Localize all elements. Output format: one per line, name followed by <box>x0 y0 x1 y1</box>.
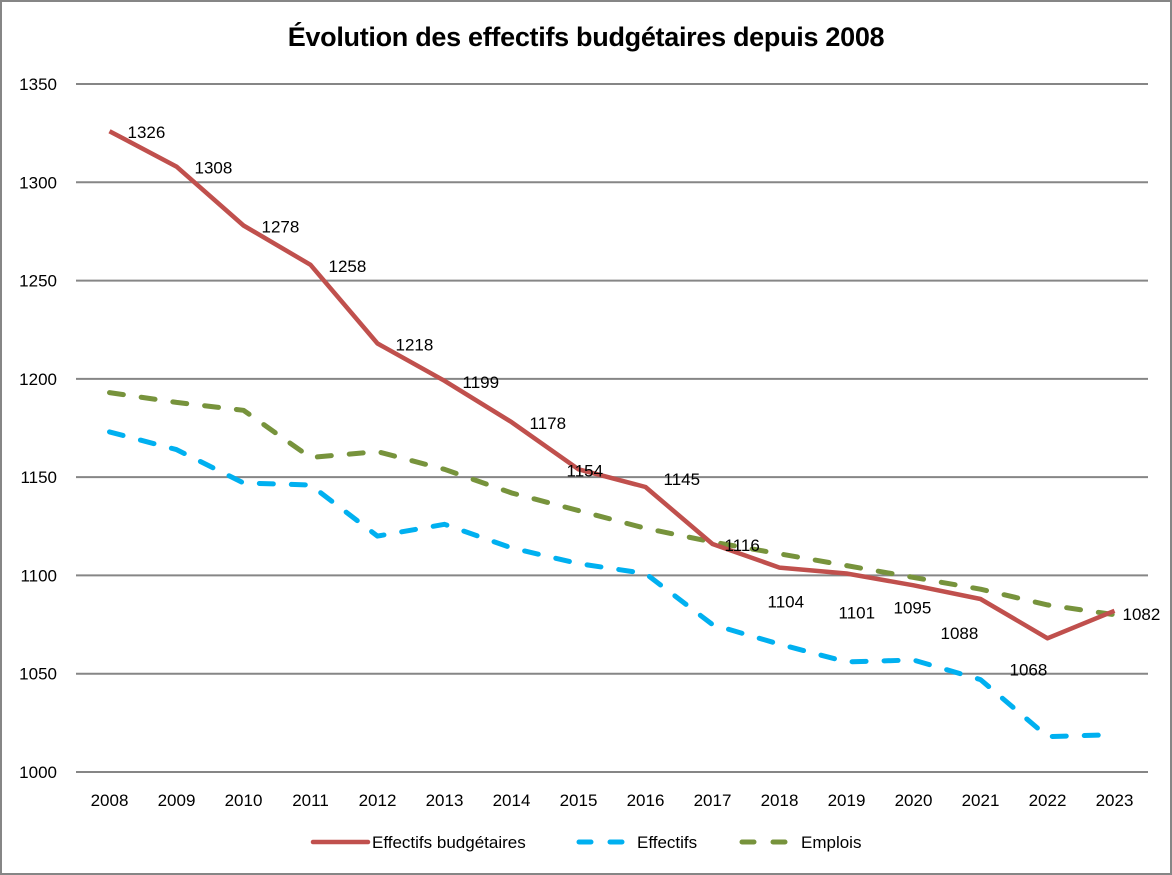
data-label: 1258 <box>329 257 367 276</box>
data-label: 1178 <box>530 414 567 433</box>
x-tick-label: 2008 <box>91 791 129 810</box>
legend-label: Emplois <box>801 833 861 852</box>
x-tick-label: 2012 <box>359 791 397 810</box>
y-tick-label: 1150 <box>20 468 57 487</box>
y-tick-label: 1350 <box>19 75 57 94</box>
x-tick-label: 2011 <box>292 791 329 810</box>
data-label: 1101 <box>839 603 876 622</box>
y-axis-ticks: 1000 1050 1100 1150 1200 1250 1300 1350 <box>19 75 57 782</box>
data-label: 1104 <box>768 593 805 612</box>
legend-item: Effectifs <box>576 833 697 852</box>
series-line-effectifs-budg-taires <box>108 129 1116 641</box>
gridlines <box>76 83 1148 773</box>
x-tick-label: 2014 <box>493 791 531 810</box>
x-tick-label: 2010 <box>225 791 263 810</box>
data-label: 1068 <box>1010 660 1048 679</box>
legend-label: Effectifs <box>637 833 697 852</box>
legend-item: Emplois <box>739 833 861 852</box>
x-tick-label: 2013 <box>426 791 464 810</box>
data-label: 1145 <box>664 470 701 489</box>
x-tick-label: 2019 <box>828 791 866 810</box>
x-tick-label: 2017 <box>694 791 732 810</box>
y-tick-label: 1000 <box>19 763 57 782</box>
y-tick-label: 1100 <box>20 566 57 585</box>
data-label: 1095 <box>894 598 932 617</box>
x-tick-label: 2021 <box>962 791 1000 810</box>
data-label: 1308 <box>195 159 233 178</box>
x-axis-ticks: 2008 2009 2010 2011 2012 2013 2014 2015 2016 2017… <box>91 791 1134 810</box>
data-label: 1326 <box>128 123 166 142</box>
data-label: 1154 <box>567 461 604 480</box>
y-tick-label: 1250 <box>19 272 57 291</box>
data-label: 1088 <box>941 624 979 643</box>
data-label: 1082 <box>1123 605 1161 624</box>
data-label: 1116 <box>725 536 760 555</box>
data-label: 1199 <box>463 373 500 392</box>
x-tick-label: 2020 <box>895 791 933 810</box>
series-line-emplois <box>107 390 1117 618</box>
y-tick-label: 1300 <box>19 173 57 192</box>
legend-label: Effectifs budgétaires <box>372 833 526 852</box>
chart-title: Évolution des effectifs budgétaires depu… <box>287 22 885 52</box>
y-tick-label: 1050 <box>19 665 57 684</box>
y-tick-label: 1200 <box>19 370 57 389</box>
data-label: 1278 <box>262 218 300 237</box>
x-tick-label: 2016 <box>627 791 665 810</box>
legend-item: Effectifs budgétaires <box>310 833 526 852</box>
x-tick-label: 2023 <box>1096 791 1134 810</box>
x-tick-label: 2009 <box>158 791 196 810</box>
x-tick-label: 2015 <box>560 791 598 810</box>
series-line-effectifs <box>107 429 1117 740</box>
series-lines <box>107 129 1117 740</box>
legend: Effectifs budgétaires Effectifs Emplois <box>310 833 861 852</box>
data-labels: 1326 1308 1278 1258 1218 1199 1178 1154 1145 1116… <box>128 123 1161 679</box>
data-label: 1218 <box>396 335 434 354</box>
x-tick-label: 2022 <box>1029 791 1067 810</box>
x-tick-label: 2018 <box>761 791 799 810</box>
